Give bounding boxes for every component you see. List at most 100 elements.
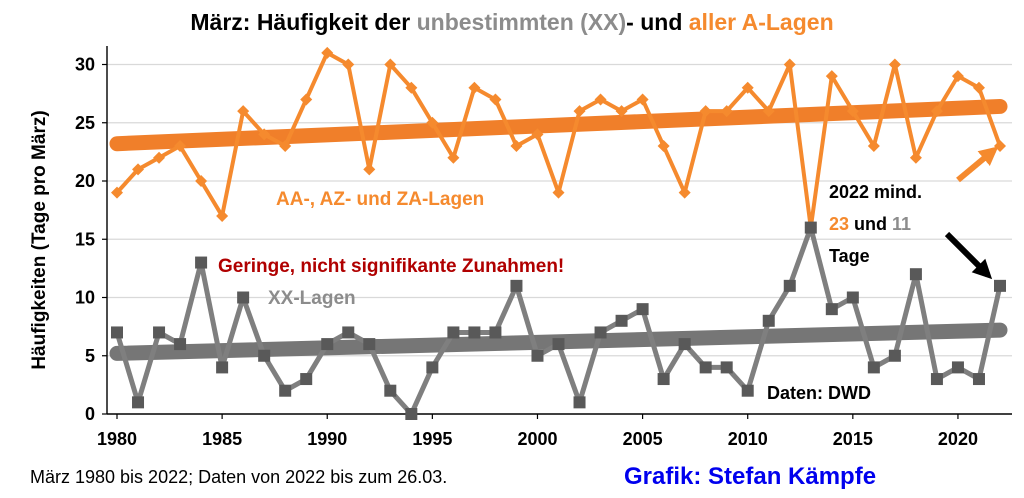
credit: Grafik: Stefan Kämpfe — [624, 463, 876, 490]
xx-series-point — [615, 314, 628, 327]
range-note: März 1980 bis 2022; Daten von 2022 bis z… — [30, 467, 447, 487]
xx-series-point — [447, 326, 460, 339]
x-tick-label: 2020 — [938, 429, 978, 449]
xx-series-point — [552, 338, 565, 351]
x-tick-label: 1995 — [412, 429, 452, 449]
x-tick-label: 2010 — [728, 429, 768, 449]
xx-series-point — [342, 326, 355, 339]
a-series-point — [258, 128, 271, 141]
a-series-point — [678, 186, 691, 199]
note-2022-line3: Tage — [829, 246, 870, 266]
a-series-point — [552, 186, 565, 199]
a-series-point — [132, 163, 145, 176]
xx-series-point — [153, 326, 166, 339]
orange-arrow — [956, 146, 999, 183]
xx-series-point — [237, 291, 250, 304]
a-series-point — [342, 58, 355, 71]
xx-series-point — [994, 279, 1006, 292]
a-series-label: AA-, AZ- und ZA-Lagen — [276, 189, 484, 210]
xx-series-point — [510, 279, 523, 292]
a-series-point — [867, 140, 880, 153]
xx-series-point — [279, 384, 292, 397]
xx-series-point — [741, 384, 754, 397]
data-series — [111, 46, 1006, 420]
axes — [106, 46, 1012, 415]
a-series-point — [594, 93, 607, 106]
title-part-1: März: Häufigkeit der — [190, 9, 416, 35]
title-part-3: - und — [626, 9, 689, 35]
a-series-point — [426, 116, 439, 129]
a-series-point — [825, 70, 838, 83]
xx-series-point — [384, 384, 397, 397]
xx-series-point — [174, 338, 187, 351]
chart-title: März: Häufigkeit der unbestimmten (XX)- … — [190, 9, 833, 35]
xx-series-point — [825, 303, 838, 316]
a-series-point — [720, 105, 733, 118]
x-tick-label: 2015 — [833, 429, 873, 449]
y-tick-label: 10 — [75, 288, 95, 308]
a-series-point — [111, 186, 123, 199]
note-2022-xx-value: 11 — [892, 214, 911, 234]
xx-series-point — [909, 268, 922, 281]
note-2022-line1: 2022 mind. — [829, 182, 922, 202]
note-2022-a-value: 23 — [829, 214, 849, 234]
y-tick-label: 0 — [85, 404, 95, 424]
xx-series-point — [300, 373, 313, 386]
a-series-point — [951, 70, 964, 83]
red-note: Geringe, nicht signifikante Zunahmen! — [218, 256, 564, 277]
xx-series-point — [636, 303, 649, 316]
a-series-point — [405, 81, 418, 94]
xx-series-point — [678, 338, 691, 351]
y-axis-ticks: 0 5 10 15 20 25 30 — [75, 55, 107, 424]
xx-series-point — [573, 396, 586, 409]
a-series-point — [174, 140, 187, 153]
a-series-point — [888, 58, 901, 71]
note-2022-und: und — [849, 214, 892, 234]
title-part-4: aller A-Lagen — [689, 9, 834, 35]
a-series-point — [762, 105, 775, 118]
xx-series-point — [132, 396, 145, 409]
a-series-point — [237, 105, 250, 118]
xx-series-point — [363, 338, 376, 351]
xx-series-point — [951, 361, 964, 374]
xx-series-point — [804, 221, 817, 234]
title-part-2: unbestimmten (XX) — [417, 9, 627, 35]
a-series-point — [994, 140, 1006, 153]
a-series-point — [153, 151, 166, 164]
xx-series-point — [321, 338, 334, 351]
x-tick-label: 2005 — [623, 429, 663, 449]
a-series-point — [972, 81, 985, 94]
a-series-point — [657, 140, 670, 153]
xx-series-point — [657, 373, 670, 386]
a-series-point — [531, 128, 544, 141]
a-series-point — [489, 93, 502, 106]
xx-series-point — [216, 361, 229, 374]
xx-series-point — [972, 373, 985, 386]
xx-series-point — [867, 361, 880, 374]
xx-series-point — [258, 349, 271, 362]
x-tick-label: 2000 — [517, 429, 557, 449]
y-axis-label: Häufigkeiten (Tage pro März) — [29, 110, 50, 369]
xx-series-point — [405, 408, 418, 420]
a-series-point — [909, 151, 922, 164]
a-series-point — [783, 58, 796, 71]
xx-series-point — [489, 326, 502, 339]
x-tick-label: 1985 — [202, 429, 242, 449]
a-series-point — [216, 209, 229, 222]
a-series-point — [300, 93, 313, 106]
xx-series-point — [846, 291, 859, 304]
a-series-point — [384, 58, 397, 71]
xx-series-point — [468, 326, 481, 339]
a-series-point — [321, 46, 334, 59]
xx-series-point — [195, 256, 208, 269]
a-series-point — [195, 175, 208, 187]
a-series-point — [510, 140, 523, 153]
a-series-point — [279, 140, 292, 153]
xx-series-label: XX-Lagen — [268, 288, 356, 309]
a-series-point — [846, 105, 859, 118]
a-series-point — [615, 105, 628, 118]
y-tick-label: 5 — [85, 346, 95, 366]
xx-series-point — [426, 361, 439, 374]
